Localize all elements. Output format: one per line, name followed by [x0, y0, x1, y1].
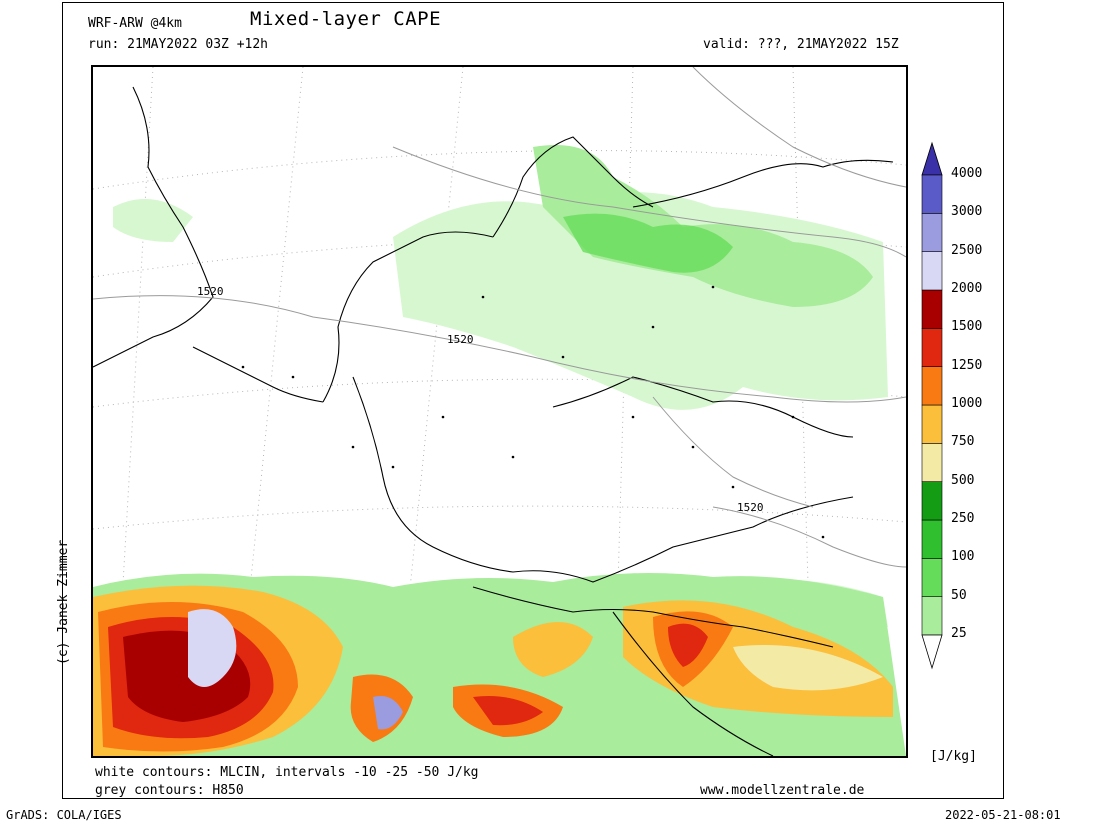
colorbar-label: 2500 — [951, 242, 983, 258]
colorbar-label: 1000 — [951, 396, 983, 411]
model-label: WRF-ARW @4km — [88, 16, 182, 31]
website-label: www.modellzentrale.de — [700, 783, 865, 798]
colorbar-label: 50 — [951, 587, 967, 603]
colorbar-label: 500 — [951, 472, 975, 488]
grey-contours-note: grey contours: H850 — [95, 783, 244, 798]
contour-label: 1520 — [447, 333, 474, 346]
colorbar-label: 25 — [951, 626, 967, 641]
colorbar-bin — [921, 558, 943, 597]
colorbar-bin — [921, 404, 943, 444]
run-label: run: 21MAY2022 03Z +12h — [88, 37, 269, 52]
city-markers — [241, 285, 825, 539]
cape-map: 1520 1520 1520 — [91, 65, 908, 758]
colorbar-bin — [921, 596, 943, 636]
contour-label: 1520 — [737, 501, 764, 514]
colorbar-label: 100 — [951, 549, 975, 565]
colorbar-label: 250 — [951, 511, 975, 526]
plot-frame — [62, 2, 1004, 799]
colorbar-label: 2000 — [951, 281, 983, 296]
contour-label: 1520 — [197, 285, 224, 298]
colorbar-bin — [921, 289, 943, 329]
cape-field-south — [93, 573, 906, 756]
coastlines — [93, 86, 894, 756]
colorbar-bin — [921, 366, 943, 406]
colorbar-label: 750 — [951, 434, 975, 450]
footer-left: GrADS: COLA/IGES — [6, 808, 122, 822]
cape-field-north — [113, 145, 888, 627]
colorbar — [921, 141, 943, 670]
colorbar-label: 1500 — [951, 319, 983, 335]
colorbar-label: 4000 — [951, 166, 983, 181]
colorbar-bin — [921, 213, 943, 252]
valid-label: valid: ???, 21MAY2022 15Z — [703, 37, 899, 52]
colorbar-bin — [921, 251, 943, 291]
colorbar-bin — [921, 174, 943, 214]
map-svg — [93, 67, 906, 756]
footer-right: 2022-05-21-08:01 — [945, 808, 1061, 822]
h850-contours — [93, 67, 906, 568]
colorbar-bottom-arrow — [921, 634, 943, 670]
colorbar-bin — [921, 443, 943, 482]
chart-title: Mixed-layer CAPE — [250, 8, 442, 30]
colorbar-label: 1250 — [951, 357, 983, 373]
colorbar-bin — [921, 328, 943, 367]
colorbar-label: 3000 — [951, 204, 983, 220]
colorbar-bin — [921, 481, 943, 521]
white-contours-note: white contours: MLCIN, intervals -10 -25… — [95, 765, 479, 780]
unit-label: [J/kg] — [930, 749, 977, 764]
credit-label: (c) Janek Zimmer — [56, 539, 71, 665]
colorbar-top-arrow — [921, 141, 943, 176]
colorbar-bin — [921, 519, 943, 559]
